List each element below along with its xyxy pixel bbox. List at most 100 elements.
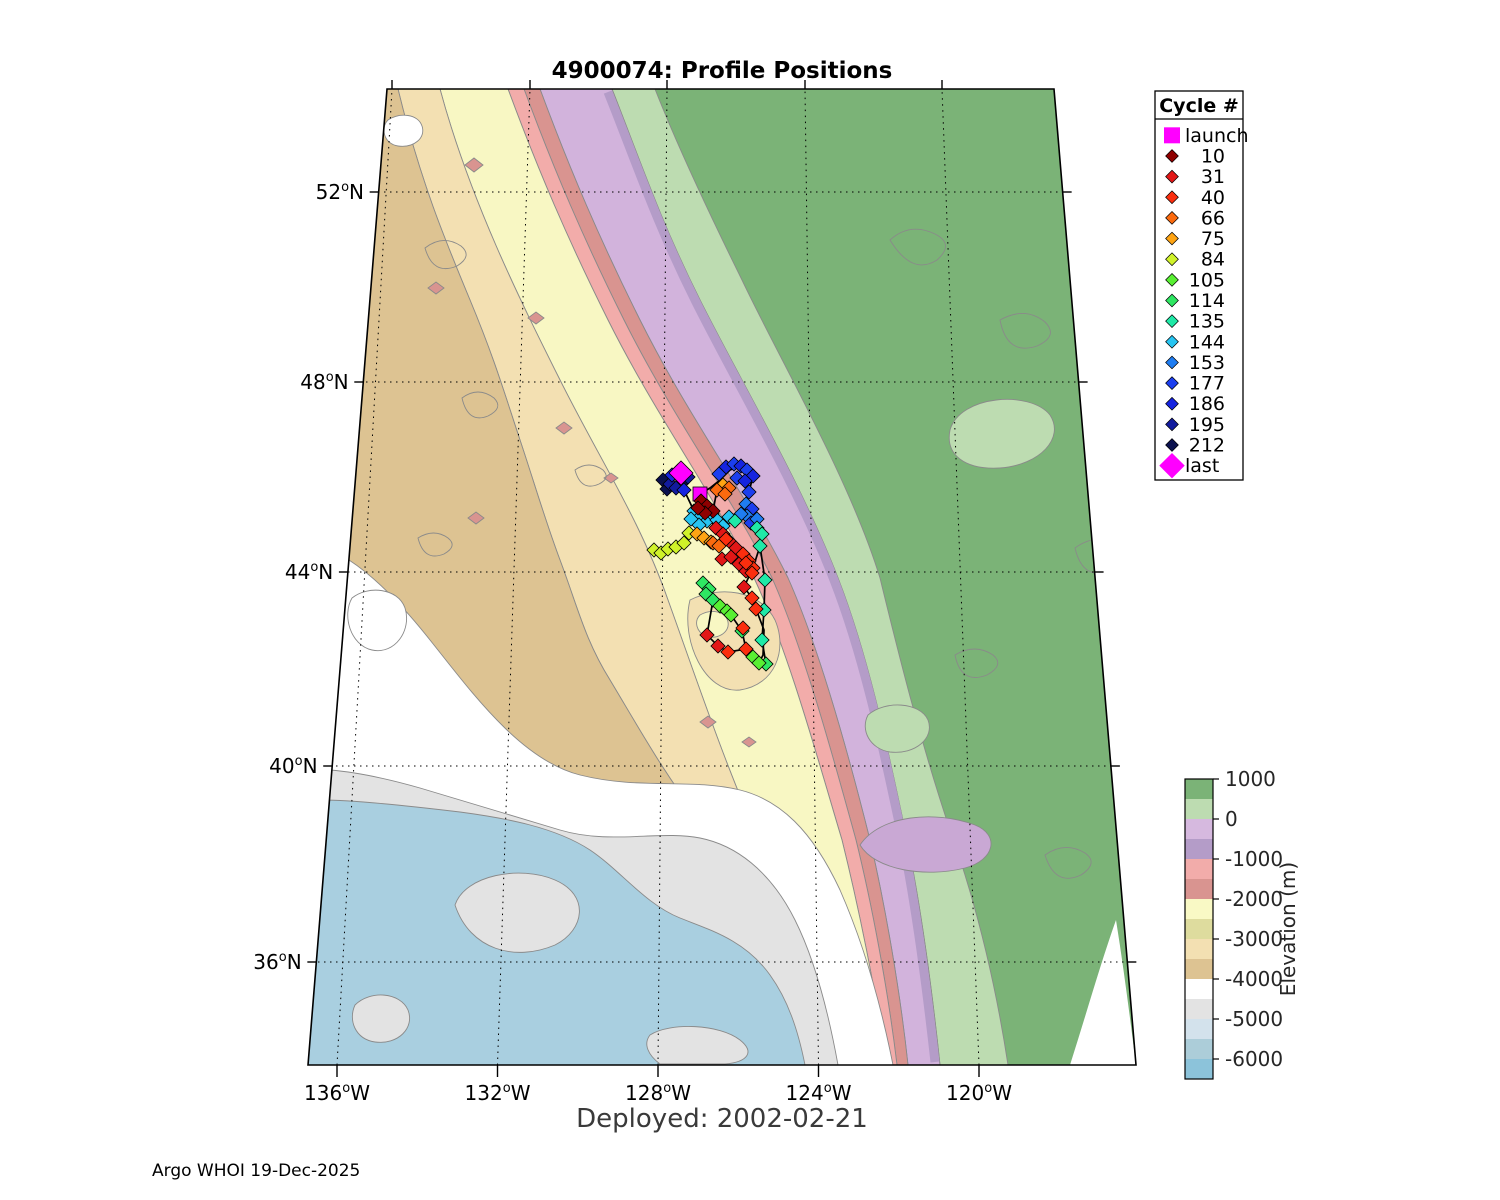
profile-marker <box>699 627 715 643</box>
shelf-edge-stripe <box>603 90 940 1063</box>
legend-cycle-marker <box>1165 293 1179 308</box>
float-trajectory <box>646 456 774 672</box>
bathymetry-layer <box>308 89 1136 1065</box>
profile-marker <box>676 482 692 498</box>
profile-marker <box>741 484 757 500</box>
legend-cycle-marker <box>1165 314 1179 329</box>
legend-entry-label: 144 <box>1189 331 1225 353</box>
deployed-date: Deployed: 2002-02-21 <box>576 1104 868 1134</box>
profile-marker <box>748 601 764 617</box>
legend-entry-label: 10 <box>1201 145 1225 167</box>
colorbar-band <box>1185 779 1213 800</box>
colorbar-tick-label: 1000 <box>1225 767 1276 791</box>
profile-marker <box>744 590 760 606</box>
colorbar-band <box>1185 879 1213 900</box>
map-frame <box>307 88 1137 1066</box>
legend-entry-label: 135 <box>1189 311 1225 333</box>
profile-marker <box>735 620 751 636</box>
colorbar-tick-label: 0 <box>1225 807 1238 831</box>
legend-cycle-marker <box>1165 252 1179 267</box>
legend-entry-label: 40 <box>1201 187 1225 209</box>
profile-marker <box>717 486 733 502</box>
lon-tick-label: 120oW <box>946 1081 1012 1105</box>
profile-marker <box>744 565 760 581</box>
profile-marker <box>752 538 768 554</box>
colorbar-band <box>1185 899 1213 920</box>
legend-entry-label: last <box>1185 455 1219 477</box>
legend-cycle-marker <box>1165 211 1179 225</box>
trajectory-line <box>761 579 767 665</box>
profile-marker <box>727 513 743 529</box>
colorbar-tick-label: -1000 <box>1225 847 1283 871</box>
lon-tick-label: 124oW <box>786 1081 852 1105</box>
legend-entry-label: 186 <box>1189 393 1225 415</box>
legend-cycle-marker <box>1165 149 1179 163</box>
legend-cycle-marker <box>1165 417 1179 432</box>
meridian-line <box>804 89 819 1065</box>
legend-cycle-marker <box>1165 376 1179 390</box>
legend-cycle-marker <box>1165 169 1179 184</box>
figure-title: 4900074: Profile Positions <box>552 58 893 84</box>
last-marker <box>668 460 694 486</box>
meridian-line <box>941 89 980 1065</box>
legend-entry-label: 66 <box>1201 207 1225 229</box>
colorbar-axis-label: Elevation (m) <box>1276 862 1300 996</box>
axis-ticks <box>307 80 1137 1077</box>
lon-tick-label: 136oW <box>304 1081 370 1105</box>
colorbar-tick-label: -2000 <box>1225 887 1283 911</box>
colorbar-frame <box>1184 778 1214 1080</box>
colorbar-tick-label: -4000 <box>1225 967 1283 991</box>
cycle-legend: Cycle # launch103140667584105114135144153… <box>1154 90 1249 481</box>
seamount-specks <box>427 157 757 748</box>
legend-entry-label: 114 <box>1189 290 1225 312</box>
colorbar-band <box>1185 959 1213 980</box>
valley-patch <box>948 398 1055 469</box>
legend-entry-label: 31 <box>1201 166 1225 188</box>
legend-cycle-marker <box>1165 334 1179 349</box>
profile-marker <box>737 473 753 489</box>
profile-marker <box>710 638 726 654</box>
colorbar-tick-label: -6000 <box>1225 1047 1283 1071</box>
coast-gap <box>1070 920 1136 1065</box>
colorbar-band <box>1185 799 1213 820</box>
colorbar-band <box>1185 1039 1213 1060</box>
profile-marker <box>676 535 692 551</box>
lat-tick-label: 40oN <box>269 754 317 778</box>
legend-entry-label: 177 <box>1189 373 1225 395</box>
legend-entry-label: launch <box>1185 125 1249 147</box>
legend-cycle-marker <box>1165 190 1179 205</box>
profile-marker <box>736 579 752 595</box>
lat-tick-label: 52oN <box>316 180 364 204</box>
profile-marker <box>720 644 736 660</box>
seafloor-patch <box>347 589 407 652</box>
colorbar-band <box>1185 919 1213 940</box>
profile-marker <box>711 466 727 482</box>
colorbar-band <box>1185 939 1213 960</box>
profile-marker <box>757 572 773 588</box>
legend-entry-label: 212 <box>1189 435 1225 457</box>
seafloor-patch <box>351 994 410 1043</box>
seafloor-patch <box>383 114 424 147</box>
graticule <box>308 89 1136 1065</box>
colorbar-band <box>1185 999 1213 1020</box>
lon-tick-label: 128oW <box>625 1081 691 1105</box>
legend-entry-label: 195 <box>1189 414 1225 436</box>
legend-entry-label: 75 <box>1201 228 1225 250</box>
lon-tick-label: 132oW <box>465 1081 531 1105</box>
legend-cycle-marker <box>1165 355 1179 370</box>
profile-marker <box>690 500 706 516</box>
legend-cycle-marker <box>1165 396 1179 411</box>
colorbar-band <box>1185 1059 1213 1080</box>
seafloor-patch <box>454 872 580 953</box>
valley-streak <box>859 816 992 873</box>
colorbar-band <box>1185 979 1213 1000</box>
profile-marker <box>749 511 765 527</box>
lat-tick-label: 48oN <box>300 370 348 394</box>
profile-marker <box>683 511 699 527</box>
colorbar-band <box>1185 819 1213 840</box>
axis-labels: 136oW 132oW 128oW 124oW 120oW 52oN 48oN 44oN 40o… <box>253 180 1012 1105</box>
profile-marker <box>738 555 754 571</box>
colorbar-band <box>1185 859 1213 880</box>
profile-marker <box>723 549 739 565</box>
